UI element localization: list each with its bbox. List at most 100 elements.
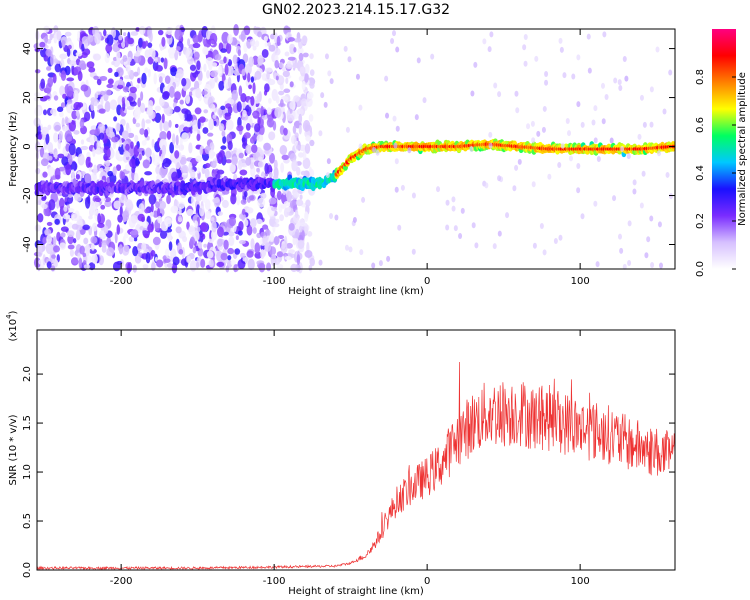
spectrogram-cell	[301, 80, 306, 91]
spectrogram-cell	[106, 176, 111, 185]
spectrogram-cell	[250, 38, 256, 47]
spectrogram-cell	[193, 51, 200, 60]
spectrogram-cell	[276, 190, 282, 201]
spectrogram-cell	[175, 46, 181, 51]
spectrogram-cell	[75, 110, 80, 117]
spectrogram-cell	[53, 95, 59, 101]
spectrogram-cell	[71, 213, 80, 222]
spectrogram-cell	[612, 195, 617, 202]
spectrogram-cell	[113, 200, 121, 209]
spectrogram-cell	[257, 161, 264, 168]
spectrogram-cell	[133, 108, 141, 120]
spectrogram-cell	[179, 156, 187, 165]
spectrogram-cell	[125, 143, 130, 151]
spectrogram-cell	[71, 257, 79, 264]
spectrogram-cell	[203, 49, 209, 56]
spectrogram-cell	[304, 211, 309, 223]
spectrogram-cell	[505, 212, 510, 219]
spectrogram-cell	[256, 134, 264, 142]
spectrogram-cell	[94, 32, 101, 45]
spectrogram-cell	[297, 47, 304, 55]
spectrogram-cell	[60, 102, 66, 109]
spectrogram-cell	[100, 96, 104, 106]
spectrogram-cell	[298, 218, 305, 225]
spectrogram-cell	[90, 97, 97, 103]
spectrogram-cell	[139, 128, 145, 135]
spectrogram-cell	[225, 159, 233, 164]
spectrogram-cell	[186, 208, 194, 217]
spectrogram-cell	[297, 152, 304, 158]
spectrogram-cell	[270, 254, 277, 266]
spectrogram-cell	[240, 30, 246, 42]
spectrogram-cell	[229, 98, 235, 105]
spectrogram-cell	[210, 160, 217, 169]
spectrogram-cell	[224, 113, 231, 121]
spectrogram-cell	[576, 101, 581, 108]
spectrogram-cell	[238, 220, 244, 231]
spectrogram-cell	[181, 132, 189, 143]
spectrogram-cell	[68, 153, 73, 166]
spectrogram-cell	[95, 90, 101, 95]
spectrogram-cell	[488, 142, 493, 149]
spectrogram-cell	[296, 166, 301, 176]
spectrogram-cell	[280, 243, 288, 254]
spectrogram-cell	[285, 63, 293, 69]
spectrogram-cell	[99, 132, 105, 140]
spectrogram-cell	[254, 123, 261, 133]
snr-y-axis-label: SNR (10 * v/v)	[8, 414, 19, 485]
spectrogram-cell	[80, 84, 89, 92]
spectrogram-cell	[386, 255, 391, 262]
spectrogram-cell	[73, 130, 80, 135]
spectrogram-cell	[41, 126, 49, 135]
spectrogram-cell	[127, 262, 131, 274]
spectrogram-cell	[285, 242, 293, 249]
spectrogram-cell	[133, 144, 140, 157]
spectrogram-cell	[216, 261, 225, 268]
spectrogram-cell	[105, 126, 114, 138]
spectrogram-cell	[568, 155, 573, 162]
spectrogram-cell	[238, 239, 246, 245]
spectrogram-cell	[252, 45, 257, 51]
spectrogram-cell	[262, 224, 269, 230]
spectrogram-cell	[218, 123, 225, 132]
spectrogram-cell	[233, 23, 239, 36]
spectrogram-cell	[164, 248, 170, 257]
spectrogram-cell	[68, 119, 76, 132]
spectrogram-cell	[163, 121, 170, 132]
spectrogram-cell	[473, 61, 478, 68]
spectrogram-cell	[531, 181, 536, 188]
spectrogram-cell	[246, 207, 254, 214]
spectrogram-cell	[196, 144, 200, 150]
spectrogram-cell	[192, 34, 200, 44]
spectrogram-cell	[287, 56, 296, 61]
spectrogram-cell	[96, 140, 101, 150]
spectrogram-cell	[43, 109, 48, 116]
spectrogram-cell	[291, 159, 298, 172]
spectrogram-cell	[37, 213, 44, 223]
spectrogram-cell	[186, 113, 193, 122]
spectrogram-cell	[99, 75, 108, 81]
spectrogram-cell	[142, 220, 150, 229]
spectrogram-cell	[91, 254, 98, 264]
spectrogram-cell	[192, 119, 199, 132]
spectrogram-cell	[216, 226, 224, 238]
spectrogram-cell	[87, 194, 91, 204]
spectrogram-cell	[62, 213, 71, 220]
spectrogram-cell	[72, 238, 77, 244]
spectrogram-cell	[133, 52, 141, 57]
spectrogram-cell	[279, 145, 288, 156]
spectrogram-cell	[371, 262, 376, 269]
spectrogram-cell	[199, 146, 203, 156]
spectrogram-cell	[254, 70, 262, 80]
spectrogram-cell	[141, 139, 147, 146]
spectrogram-cell	[181, 164, 189, 176]
spectrogram-cell	[222, 248, 227, 255]
snr-line-group	[36, 361, 676, 571]
spectrogram-cell	[44, 35, 49, 43]
spectrogram-cell	[348, 246, 353, 253]
spectrogram-cell	[274, 60, 280, 69]
spectrogram-cell	[50, 265, 56, 272]
spectrogram-cell	[123, 244, 130, 252]
spectrogram-cell	[103, 225, 109, 235]
colorbar-tick-label: 0.6	[695, 117, 706, 133]
